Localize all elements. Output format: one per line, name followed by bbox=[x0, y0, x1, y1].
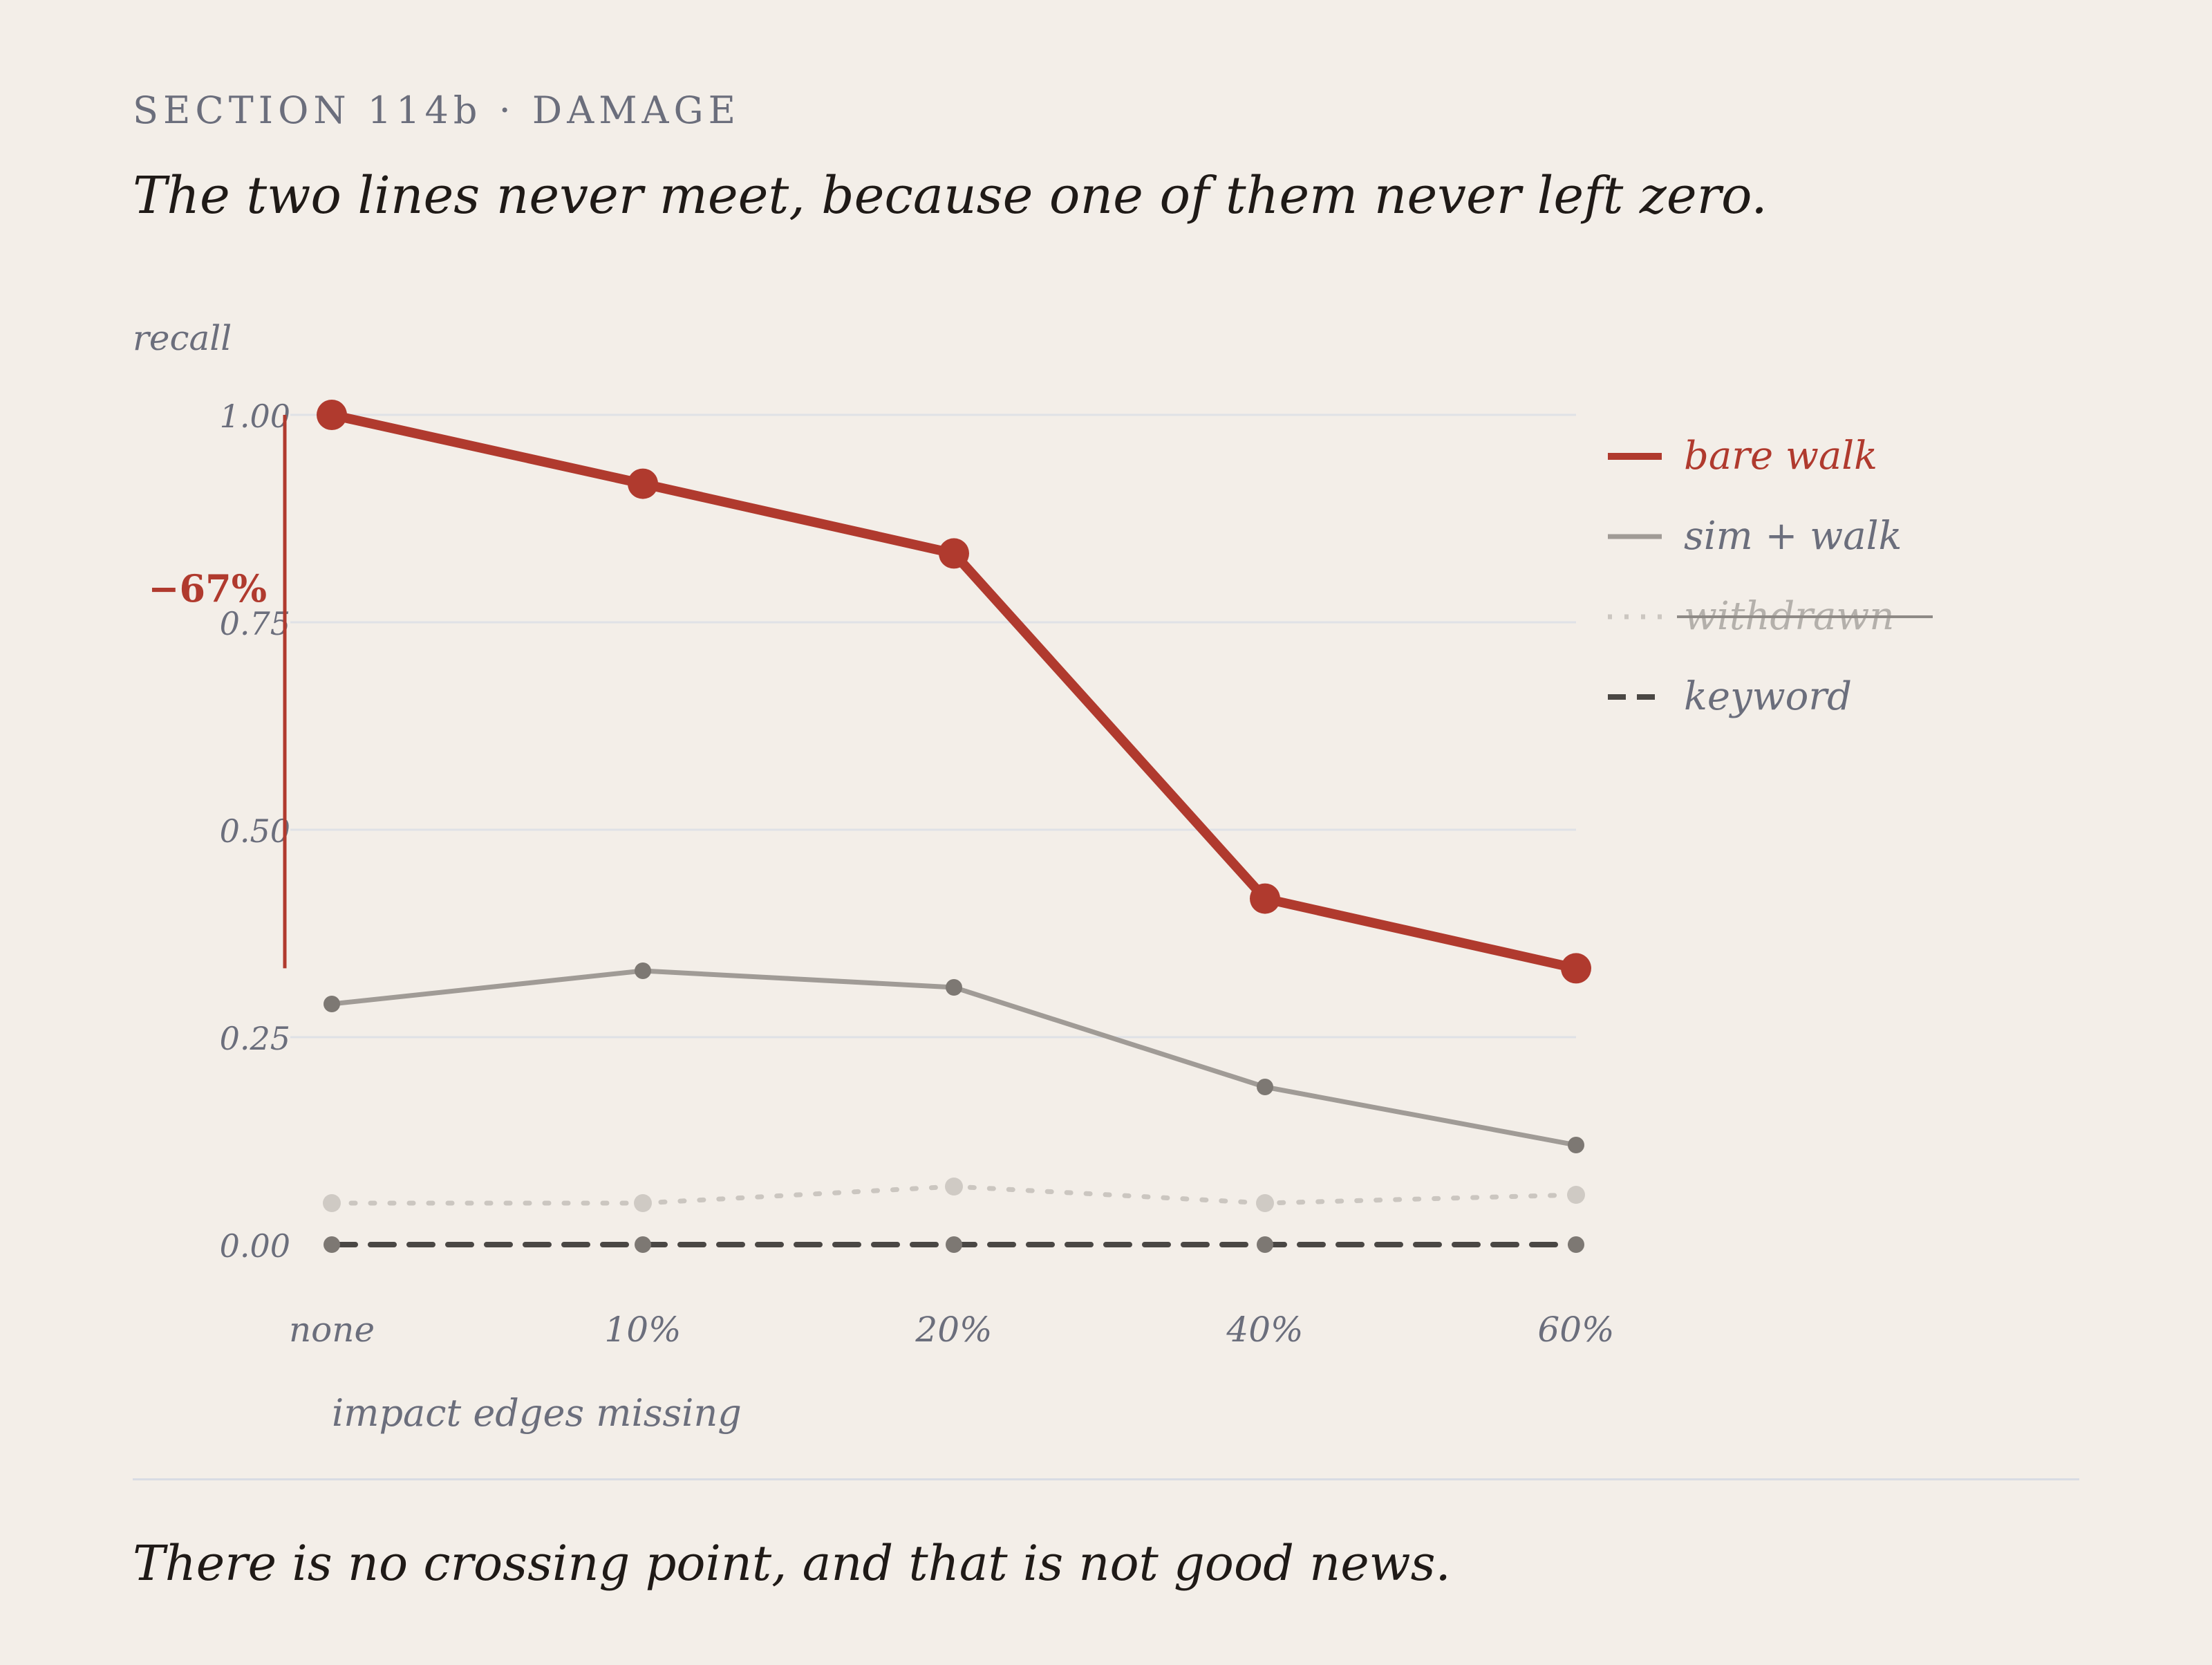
data-point-withdrawn bbox=[323, 1194, 341, 1212]
footer-note: There is no crossing point, and that is … bbox=[133, 1535, 1451, 1592]
footer-divider bbox=[133, 1478, 2079, 1480]
series-line-sim-walk bbox=[329, 968, 1579, 1148]
data-point-bare-walk bbox=[628, 468, 658, 499]
data-point-withdrawn bbox=[634, 1194, 652, 1212]
y-tick-label: 1.00 bbox=[220, 398, 290, 435]
data-point-sim-walk bbox=[1568, 1137, 1584, 1153]
x-axis-label: impact edges missing bbox=[332, 1391, 742, 1435]
x-tick-label: 40% bbox=[1226, 1310, 1303, 1350]
data-point-bare-walk bbox=[1250, 883, 1280, 914]
legend-label-keyword: keyword bbox=[1684, 674, 1852, 719]
page-headline: The two lines never meet, because one of… bbox=[133, 166, 1768, 225]
data-point-bare-walk bbox=[1561, 953, 1591, 984]
series-line-bare-walk bbox=[327, 410, 1581, 974]
data-point-keyword bbox=[1568, 1236, 1584, 1253]
x-tick-label: 20% bbox=[915, 1310, 992, 1350]
data-point-sim-walk bbox=[946, 979, 962, 996]
y-tick-label: 0.50 bbox=[220, 812, 290, 850]
data-point-keyword bbox=[635, 1236, 651, 1253]
y-tick-label: 0.25 bbox=[220, 1020, 290, 1057]
data-point-keyword bbox=[946, 1236, 962, 1253]
data-point-bare-walk bbox=[317, 400, 347, 430]
data-point-withdrawn bbox=[1256, 1194, 1274, 1212]
data-point-withdrawn bbox=[945, 1178, 963, 1196]
legend-label-bare-walk: bare walk bbox=[1684, 434, 1877, 478]
data-point-sim-walk bbox=[1257, 1079, 1273, 1095]
x-tick-label: 10% bbox=[604, 1310, 681, 1350]
drop-annotation-label: −67% bbox=[148, 566, 267, 611]
y-axis-label: recall bbox=[133, 318, 232, 358]
data-point-sim-walk bbox=[324, 996, 340, 1012]
data-point-keyword bbox=[324, 1236, 340, 1253]
chart-area: 0.00 0.25 0.50 0.75 1.00 recall none 10% 20% 40% 6… bbox=[133, 318, 1933, 1435]
data-point-withdrawn bbox=[1567, 1186, 1585, 1204]
y-tick-label: 0.00 bbox=[220, 1227, 290, 1265]
y-tick-label: 0.75 bbox=[220, 605, 290, 642]
legend-label-sim-walk: sim + walk bbox=[1684, 514, 1902, 559]
data-point-keyword bbox=[1257, 1236, 1273, 1253]
x-tick-label: 60% bbox=[1537, 1310, 1614, 1350]
recall-line-chart: 0.00 0.25 0.50 0.75 1.00 recall none 10% 20% 40% 6… bbox=[133, 318, 1933, 1435]
data-point-bare-walk bbox=[939, 538, 969, 569]
x-tick-label: none bbox=[289, 1310, 375, 1350]
data-point-sim-walk bbox=[635, 962, 651, 979]
section-kicker: SECTION 114b · DAMAGE bbox=[133, 89, 741, 132]
